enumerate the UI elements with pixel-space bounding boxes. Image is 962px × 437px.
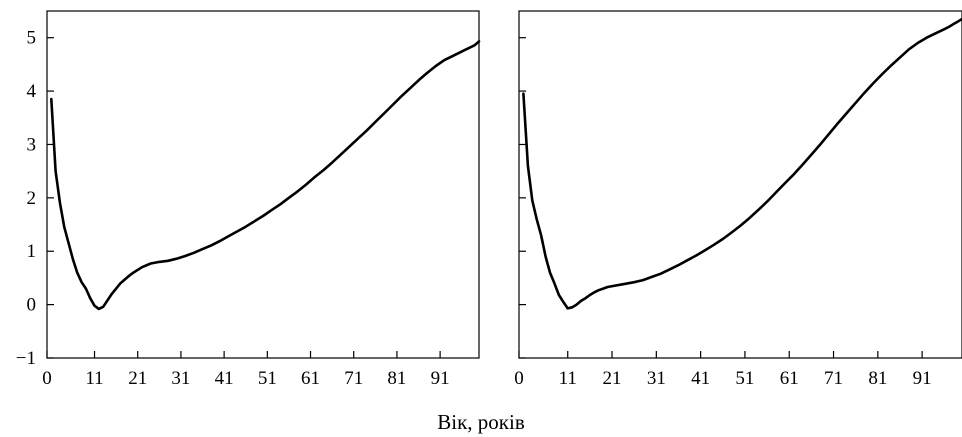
left-y-tick-label: 2	[27, 188, 37, 209]
left-y-tick-label: 3	[27, 134, 37, 155]
right-x-tick-label: 41	[691, 368, 710, 389]
right-x-tick-label: 21	[603, 368, 622, 389]
left-x-tick-label: 51	[258, 368, 277, 389]
left-x-tick-label: 31	[171, 368, 190, 389]
left-x-tick-label: 81	[387, 368, 406, 389]
right-plot-frame	[518, 10, 962, 359]
left-y-tick-label: 4	[27, 81, 37, 102]
left-x-tick-label: 71	[344, 368, 363, 389]
left-y-tick-label: −1	[16, 348, 36, 369]
left-x-tick-label: 91	[431, 368, 450, 389]
right-x-tick-label: 0	[514, 368, 524, 389]
right-series-line	[522, 17, 962, 310]
right-x-ticks: 0 11 21 31 41 51 61 71 81 91	[514, 351, 932, 389]
right-chart-panel: 0 11 21 31 41 51 61 71 81 91	[514, 10, 962, 389]
left-y-tick-label: 5	[27, 28, 37, 49]
left-x-tick-label: 11	[85, 368, 103, 389]
right-x-tick-label: 91	[913, 368, 932, 389]
right-x-tick-label: 71	[824, 368, 843, 389]
left-series	[50, 40, 481, 311]
right-x-tick-label: 11	[559, 368, 577, 389]
right-series	[522, 17, 962, 310]
left-axes	[46, 10, 480, 359]
right-y-ticks	[519, 37, 526, 359]
right-x-tick-label: 31	[647, 368, 666, 389]
left-x-tick-label: 0	[42, 368, 52, 389]
x-axis-title: Вік, років	[437, 410, 525, 434]
left-x-tick-label: 61	[301, 368, 320, 389]
left-y-tick-label: 1	[27, 241, 37, 262]
left-x-ticks: 0 11 21 31 41 51 61 71 81 91	[42, 351, 450, 389]
left-y-tick-label: 0	[27, 295, 37, 316]
right-x-tick-label: 81	[868, 368, 887, 389]
right-x-tick-label: 51	[735, 368, 754, 389]
right-axes	[518, 10, 962, 359]
left-x-tick-label: 41	[215, 368, 234, 389]
left-x-tick-label: 21	[128, 368, 147, 389]
left-y-ticks: −1 0 1 2 3 4 5	[16, 28, 54, 369]
left-plot-frame	[46, 10, 480, 359]
right-x-tick-label: 61	[780, 368, 799, 389]
left-chart-panel: 0 11 21 31 41 51 61 71 81 91 −1 0 1 2 3 4 5	[16, 10, 481, 389]
left-series-line	[50, 40, 481, 311]
